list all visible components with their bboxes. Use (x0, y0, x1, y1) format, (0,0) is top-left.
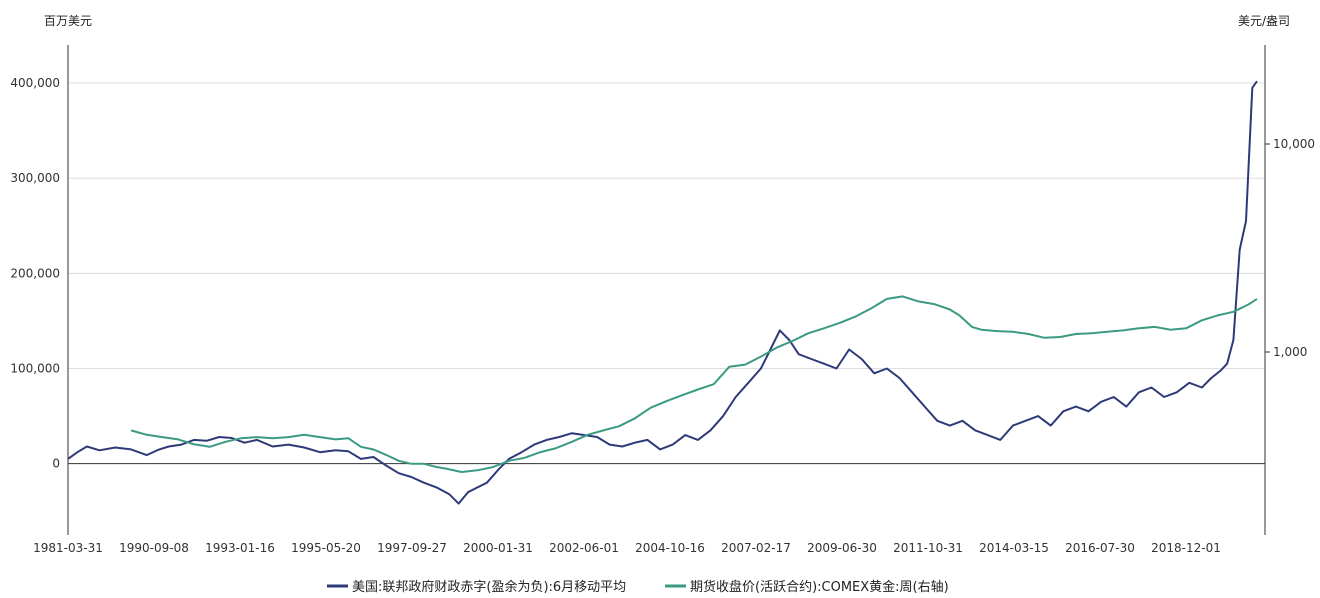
series-line-2 (130, 295, 1258, 473)
x-tick-label: 2011-10-31 (893, 541, 963, 555)
legend-label-2: 期货收盘价(活跃合约):COMEX黄金:周(右轴) (690, 579, 949, 595)
y-left-tick-label: 400,000 (10, 76, 60, 90)
x-tick-label: 1995-05-20 (291, 541, 361, 555)
x-tick-label: 1981-03-31 (33, 541, 103, 555)
y-right-tick-label: 10,000 (1273, 137, 1315, 151)
series-line-1 (67, 80, 1258, 505)
y-left-tick-label: 200,000 (10, 266, 60, 280)
x-tick-label: 2009-06-30 (807, 541, 877, 555)
x-tick-label: 2016-07-30 (1065, 541, 1135, 555)
x-tick-label: 1990-09-08 (119, 541, 189, 555)
x-tick-label: 2014-03-15 (979, 541, 1049, 555)
y-left-tick-label: 100,000 (10, 361, 60, 375)
y-left-tick-label: 300,000 (10, 171, 60, 185)
right-axis-unit: 美元/盎司 (1238, 14, 1290, 28)
x-tick-label: 1997-09-27 (377, 541, 447, 555)
y-left-tick-label: 0 (52, 457, 60, 471)
left-axis-unit: 百万美元 (44, 14, 92, 28)
x-tick-label: 2018-12-01 (1151, 541, 1221, 555)
series-layer (67, 80, 1258, 505)
x-tick-label: 2000-01-31 (463, 541, 533, 555)
axes: 0 100,000 200,000 300,000 400,000 1,000 10,000… (10, 45, 1315, 555)
legend: 美国:联邦政府财政赤字(盈余为负):6月移动平均 期货收盘价(活跃合约):COME… (327, 579, 949, 595)
y-right-tick-label: 1,000 (1273, 345, 1307, 359)
x-tick-label: 2002-06-01 (549, 541, 619, 555)
legend-label-1: 美国:联邦政府财政赤字(盈余为负):6月移动平均 (352, 579, 626, 595)
x-tick-label: 2007-02-17 (721, 541, 791, 555)
x-tick-label: 1993-01-16 (205, 541, 275, 555)
x-tick-label: 2004-10-16 (635, 541, 705, 555)
gridlines (68, 82, 1265, 369)
